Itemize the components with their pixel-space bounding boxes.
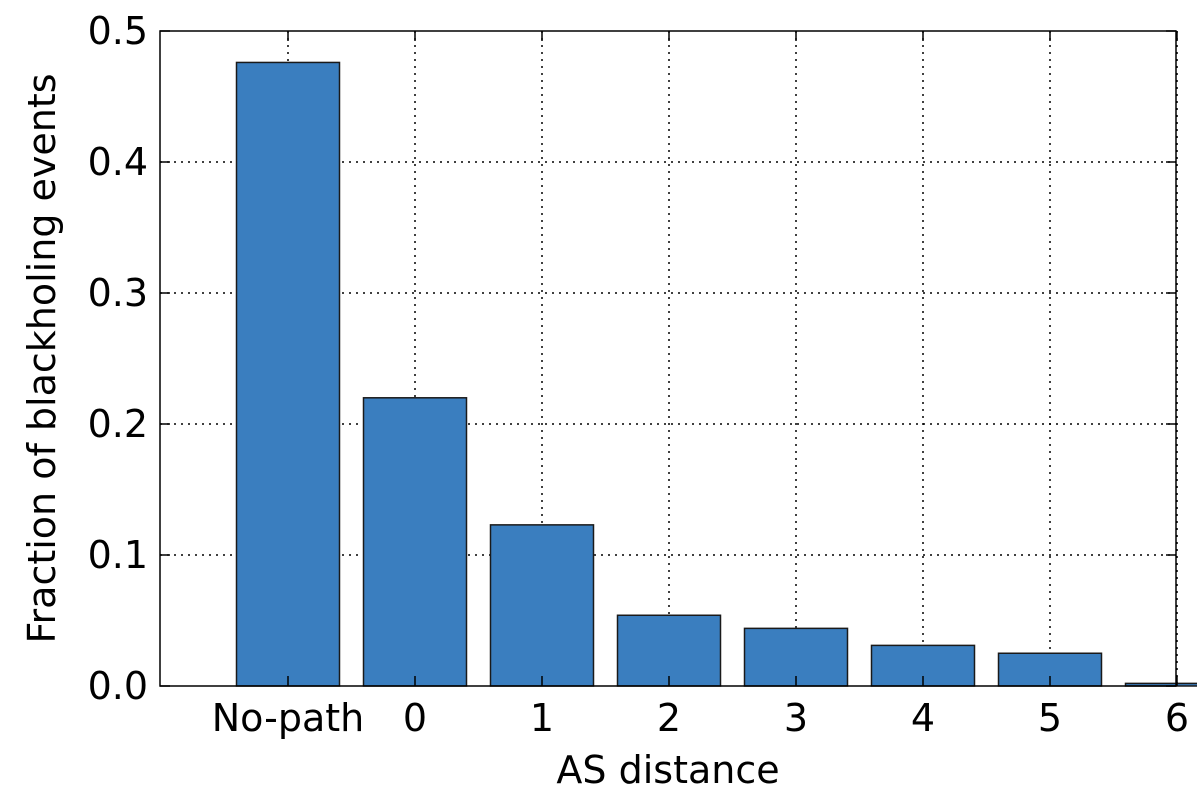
bars	[235, 61, 1197, 687]
x-axis-label: AS distance	[556, 748, 779, 792]
bar-no-path	[235, 61, 341, 687]
plot-frame	[159, 30, 1177, 687]
x-tick-label: No-path	[212, 696, 364, 740]
y-tick-label: 0.5	[88, 9, 148, 53]
x-tick-label: 0	[403, 696, 427, 740]
x-tick-label: 5	[1038, 696, 1062, 740]
y-axis-label: Fraction of blackholing events	[20, 73, 64, 643]
y-tick-label: 0.3	[88, 271, 148, 315]
tick-marks	[160, 30, 1178, 687]
x-tick-label: 3	[784, 696, 808, 740]
x-tick-label: 2	[657, 696, 681, 740]
x-tick-label: 6	[1165, 696, 1189, 740]
bar-2	[616, 614, 722, 687]
y-tick-label: 0.0	[88, 664, 148, 708]
y-tick-label: 0.2	[88, 402, 148, 446]
x-tick-labels: No-path 0 1 2 3 4 5 6	[212, 696, 1189, 740]
bar-0	[362, 397, 468, 687]
y-tick-label: 0.4	[88, 140, 148, 184]
y-tick-labels: 0.0 0.1 0.2 0.3 0.4 0.5	[88, 9, 148, 708]
y-tick-label: 0.1	[88, 533, 148, 577]
bar-1	[489, 524, 595, 687]
x-tick-label: 4	[911, 696, 935, 740]
x-tick-label: 1	[530, 696, 554, 740]
